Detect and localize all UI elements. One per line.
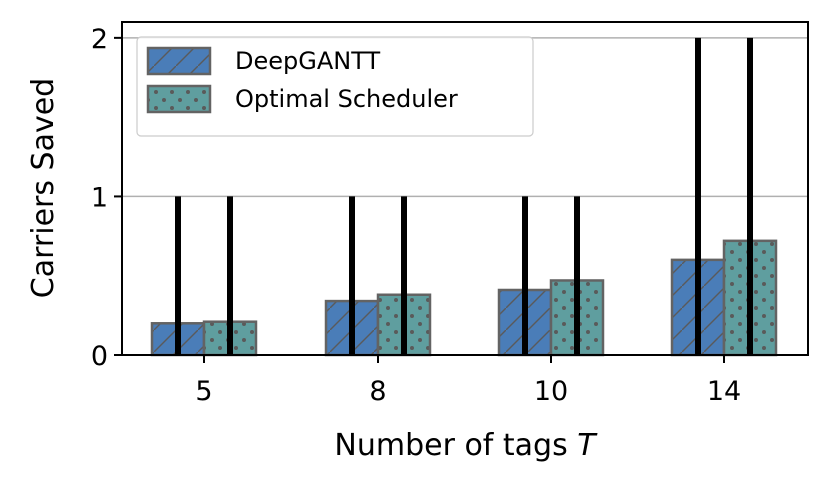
x-tick-label: 8 xyxy=(369,376,386,407)
x-tick-label: 10 xyxy=(534,376,568,407)
x-axis-label-symbol: T xyxy=(577,428,598,463)
x-axis-ticks: 5 8 10 14 xyxy=(195,355,741,407)
y-tick-label: 0 xyxy=(91,341,108,372)
x-axis-label: Number of tags T xyxy=(334,428,598,463)
x-tick-label: 5 xyxy=(195,376,212,407)
legend-label: Optimal Scheduler xyxy=(235,85,458,113)
plot-frame xyxy=(121,21,809,356)
legend-label: DeepGANTT xyxy=(235,47,380,75)
error-bars-group xyxy=(175,37,753,355)
y-tick-label: 2 xyxy=(91,24,108,55)
legend-box xyxy=(136,36,534,137)
legend: DeepGANTT Optimal Scheduler xyxy=(136,36,534,137)
x-tick-label: 14 xyxy=(707,376,741,407)
y-axis-label: Carriers Saved xyxy=(26,78,61,298)
legend-swatch-hatch xyxy=(146,46,212,76)
legend-swatch-hatch xyxy=(146,84,212,114)
bars-group xyxy=(150,239,778,357)
y-tick-label: 1 xyxy=(91,182,108,213)
x-axis-label-text: Number of tags xyxy=(334,428,567,463)
y-axis-ticks: 0 1 2 xyxy=(91,24,122,372)
